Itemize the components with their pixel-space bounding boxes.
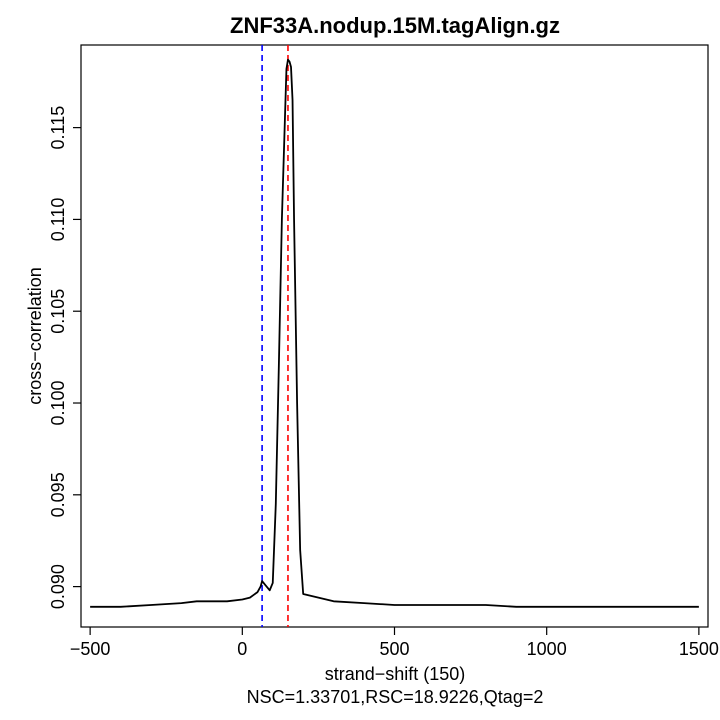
- x-tick-label: 500: [379, 639, 409, 659]
- plot-frame: [80, 44, 709, 628]
- chart-subtitle: NSC=1.33701,RSC=18.9226,Qtag=2: [247, 687, 544, 707]
- y-tick-label: 0.105: [48, 289, 68, 334]
- y-tick-label: 0.095: [48, 472, 68, 517]
- y-axis: 0.090 0.095 0.100 0.105 0.110 0.115: [48, 106, 81, 609]
- y-axis-label: cross−correlation: [25, 267, 45, 405]
- reference-lines: [261, 45, 289, 627]
- x-axis: −500 0 500 1000 1500: [70, 627, 719, 659]
- x-tick-label: 0: [237, 639, 247, 659]
- y-tick-label: 0.100: [48, 380, 68, 425]
- y-tick-label: 0.110: [48, 198, 68, 242]
- y-tick-label: 0.115: [48, 106, 68, 150]
- series-group: [90, 58, 699, 608]
- series-line-0: [90, 58, 699, 608]
- chart-title: ZNF33A.nodup.15M.tagAlign.gz: [230, 13, 560, 38]
- y-tick-label: 0.090: [48, 564, 68, 609]
- x-axis-label: strand−shift (150): [325, 664, 466, 684]
- x-tick-label: −500: [70, 639, 111, 659]
- x-tick-label: 1000: [527, 639, 567, 659]
- x-tick-label: 1500: [679, 639, 719, 659]
